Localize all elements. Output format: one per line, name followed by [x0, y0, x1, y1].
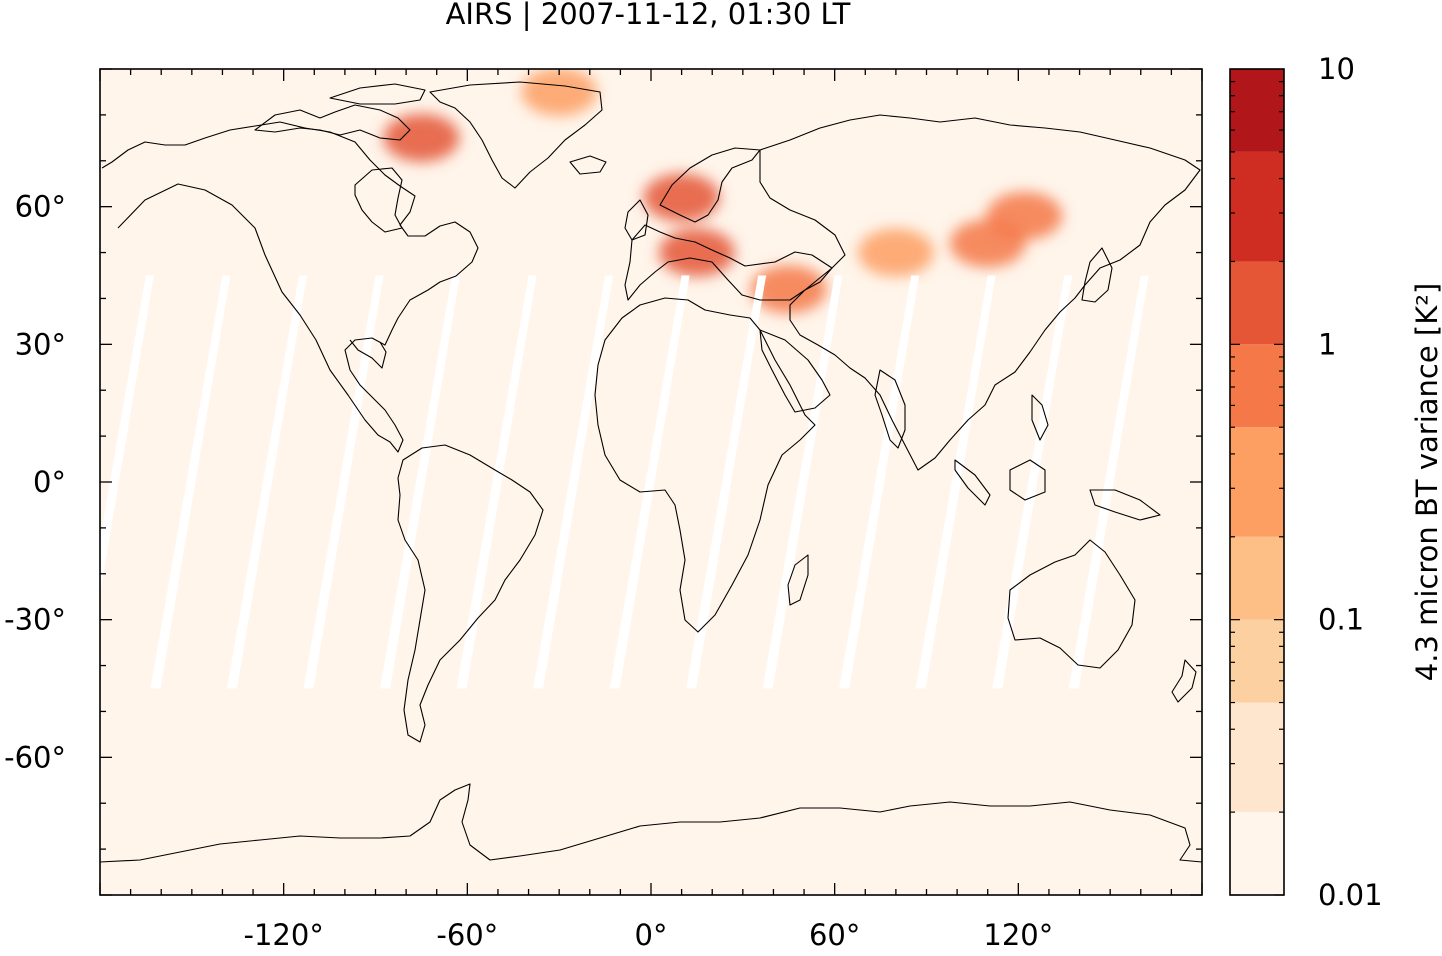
colorbar-tick-label: 10: [1318, 52, 1355, 86]
colorbar-tick-label: 1: [1318, 327, 1336, 361]
swath-gap: [915, 275, 996, 689]
swath-gaps: [100, 275, 1149, 689]
swath-gap: [1068, 275, 1149, 689]
variance-hotspot: [383, 113, 460, 162]
coastline-asia: [759, 114, 1201, 471]
colorbar-frame: [1229, 68, 1285, 896]
lat-tick-label: 30°: [15, 327, 66, 361]
coastline-britain: [624, 199, 649, 241]
coastline-philippines: [1031, 394, 1049, 441]
coastline-north-america: [101, 121, 479, 453]
colorbar-band: [1230, 427, 1284, 537]
coastline-africa: [594, 297, 816, 633]
lat-tick-label: -60°: [4, 740, 66, 774]
variance-hotspot: [750, 265, 827, 314]
map-ticks: [99, 68, 1203, 896]
coastline-iceland: [569, 155, 607, 175]
swath-gap: [762, 275, 843, 689]
variance-hotspot: [658, 228, 735, 277]
colorbar-tick-label: 0.01: [1318, 878, 1383, 912]
coastline-arabia: [759, 329, 831, 413]
coastline-australia: [1007, 539, 1136, 669]
map-area: [100, 69, 1202, 895]
lon-tick-label: -120°: [244, 918, 324, 952]
colorbar-band: [1230, 344, 1284, 428]
swath-gap: [380, 275, 461, 689]
coastline-india: [874, 369, 906, 449]
swath-gap: [226, 275, 307, 689]
swath-gap: [303, 275, 384, 689]
swath-gap: [533, 275, 614, 689]
coastline-new-guinea: [1089, 489, 1161, 521]
swath-gap: [150, 275, 231, 689]
lon-tick-label: 0°: [635, 918, 668, 952]
colorbar-band: [1230, 261, 1284, 345]
coastline-florida: [349, 339, 387, 369]
colorbar-band: [1230, 69, 1284, 152]
latitude-tick-labels: 60° 30° 0° -30° -60°: [4, 190, 66, 775]
swath-gap: [609, 275, 690, 689]
coastline-greenland: [429, 81, 603, 189]
swath-gap: [839, 275, 920, 689]
coastline-south-america: [397, 444, 544, 743]
coastline-arctic-islands: [254, 104, 411, 141]
colorbar-label: 4.3 micron BT variance [K²]: [1410, 283, 1442, 681]
colorbar-tick-label: 0.1: [1318, 603, 1364, 637]
colorbar-tick-labels: 10 1 0.1 0.01: [1318, 52, 1383, 912]
coastline-madagascar: [787, 554, 809, 606]
lat-tick-label: 0°: [33, 465, 66, 499]
colorbar-band: [1230, 151, 1284, 262]
colorbar-band: [1230, 619, 1284, 703]
colorbar: [1230, 69, 1284, 896]
lon-tick-label: 120°: [983, 918, 1053, 952]
coastline-europe: [624, 224, 833, 301]
swath-gap: [686, 275, 767, 689]
variance-hotspot: [521, 69, 598, 116]
coastline-hudson-bay: [354, 167, 403, 233]
variance-hotspot: [857, 228, 934, 277]
lat-tick-label: 60°: [15, 190, 66, 224]
coastline-scandinavia: [659, 147, 761, 223]
coastline-ellesmere: [329, 83, 426, 105]
swath-gap: [992, 275, 1073, 689]
coastlines: [100, 81, 1202, 863]
lon-tick-label: -60°: [436, 918, 498, 952]
lat-tick-label: -30°: [4, 603, 66, 637]
colorbar-band: [1230, 536, 1284, 620]
longitude-tick-labels: -120° -60° 0° 60° 120°: [244, 918, 1054, 952]
variance-hotspots: [383, 69, 1063, 314]
coastline-new-zealand: [1171, 659, 1197, 703]
coastline-japan: [1081, 247, 1113, 303]
colorbar-band: [1230, 812, 1284, 895]
lon-tick-label: 60°: [809, 918, 860, 952]
variance-hotspot: [643, 173, 720, 222]
plot-title: AIRS | 2007-11-12, 01:30 LT: [446, 0, 851, 31]
coastline-borneo: [1009, 459, 1046, 501]
coastline-sumatra: [954, 459, 991, 506]
coastline-antarctica: [100, 783, 1202, 863]
variance-hotspot: [986, 191, 1063, 240]
swath-gap: [456, 275, 537, 689]
colorbar-band: [1230, 702, 1284, 813]
